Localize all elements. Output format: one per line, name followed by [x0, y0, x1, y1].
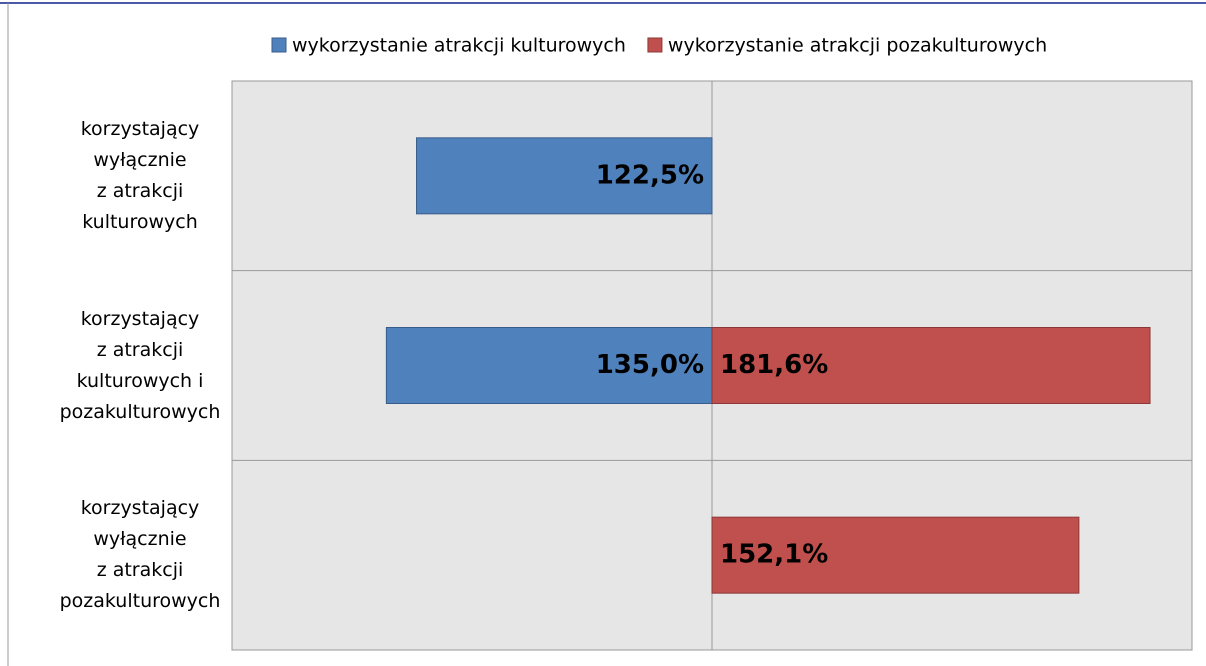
data-label: 152,1% — [720, 540, 828, 570]
bar — [711, 327, 1151, 404]
data-label: 122,5% — [596, 160, 704, 190]
data-label: 181,6% — [720, 350, 828, 380]
bar — [416, 137, 713, 215]
legend-swatch — [647, 37, 663, 53]
legend-label: wykorzystanie atrakcji kulturowych — [292, 35, 626, 57]
legend-swatch — [271, 37, 287, 53]
legend-label: wykorzystanie atrakcji pozakulturowych — [668, 35, 1047, 57]
category-label: korzystający z atrakcji kulturowych i po… — [59, 307, 221, 423]
category-label: korzystający wyłącznie z atrakcji pozaku… — [59, 497, 221, 613]
data-label: 135,0% — [596, 350, 704, 380]
bar — [385, 327, 713, 404]
category-label: korzystający wyłącznie z atrakcji kultur… — [80, 117, 200, 233]
bar — [711, 516, 1080, 594]
